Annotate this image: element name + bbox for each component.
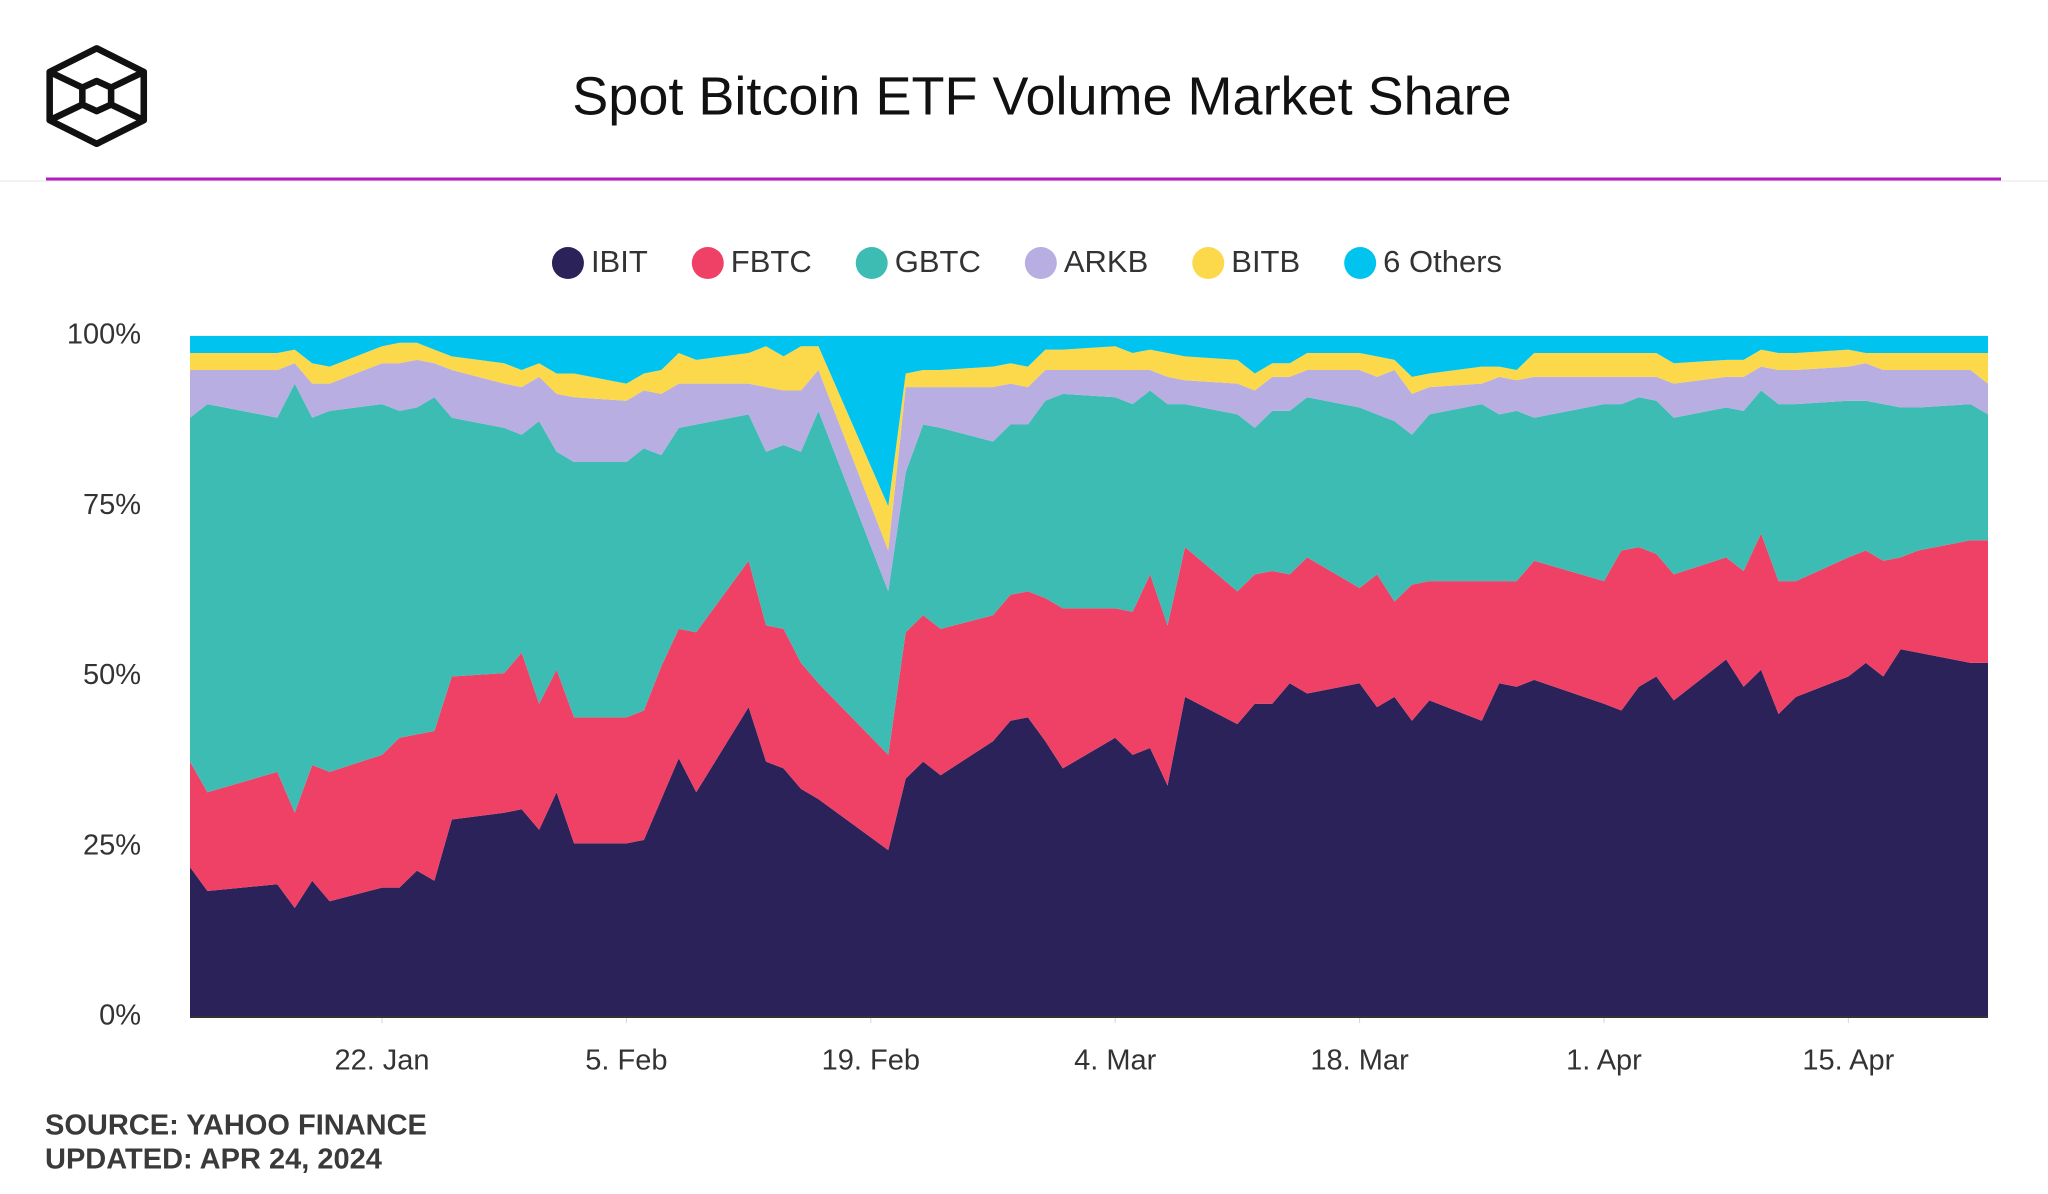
updated-note: UPDATED: APR 24, 2024	[45, 1144, 382, 1176]
y-tick-label: 50%	[83, 659, 141, 691]
legend-item: IBIT	[551, 244, 648, 279]
x-tick-label: 5. Feb	[585, 1045, 667, 1077]
legend-swatch	[551, 247, 584, 279]
area	[190, 383, 1988, 813]
legend-label: 6 Others	[1383, 244, 1502, 279]
legend-item: BITB	[1192, 244, 1300, 279]
legend-label: FBTC	[731, 244, 812, 279]
legend-item: ARKB	[1024, 244, 1148, 279]
legend-label: GBTC	[895, 244, 981, 279]
legend-swatch	[1024, 247, 1057, 279]
legend-item: FBTC	[691, 244, 812, 279]
x-tick-label: 22. Jan	[334, 1045, 429, 1077]
x-tick-label: 18. Mar	[1310, 1045, 1409, 1077]
source-note: SOURCE: YAHOO FINANCE	[45, 1110, 427, 1142]
legend-label: IBIT	[591, 244, 648, 279]
legend-label: ARKB	[1064, 244, 1148, 279]
legend-item: GBTC	[855, 244, 981, 279]
legend-item: 6 Others	[1344, 244, 1502, 279]
legend: IBIT FBTC GBTC ARKB BITB 6 Others	[551, 244, 1502, 279]
logo	[46, 45, 148, 148]
axes: 0% 25% 50% 75% 100% 22. Jan 5. Feb 19. Feb 4. Ma…	[67, 319, 1988, 1077]
y-tick-label: 25%	[83, 829, 141, 861]
y-tick-label: 75%	[83, 489, 141, 521]
y-tick-label: 100%	[67, 319, 141, 351]
x-tick-label: 1. Apr	[1566, 1045, 1642, 1077]
legend-swatch	[1344, 247, 1377, 279]
area	[190, 649, 1988, 1017]
legend-swatch	[691, 247, 724, 279]
x-tick-label: 19. Feb	[822, 1045, 920, 1077]
area	[190, 342, 1988, 551]
area	[190, 533, 1988, 909]
area	[190, 359, 1988, 592]
y-tick-label: 0%	[99, 1000, 141, 1032]
legend-label: BITB	[1231, 244, 1300, 279]
legend-swatch	[855, 247, 888, 279]
x-tick-label: 15. Apr	[1802, 1045, 1894, 1077]
areas	[190, 336, 1988, 1017]
chart-title: Spot Bitcoin ETF Volume Market Share	[572, 66, 1511, 126]
x-tick-label: 4. Mar	[1074, 1045, 1157, 1077]
legend-swatch	[1192, 247, 1225, 279]
